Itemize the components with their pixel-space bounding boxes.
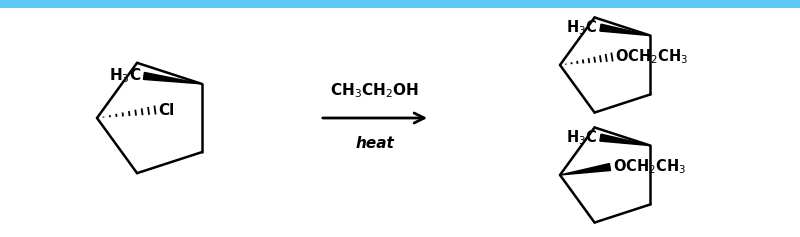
Text: Cl: Cl xyxy=(158,102,174,118)
Text: H$_3$C: H$_3$C xyxy=(566,128,598,147)
Text: H$_3$C: H$_3$C xyxy=(566,18,598,37)
Polygon shape xyxy=(560,164,610,175)
Bar xyxy=(0,0,800,8)
Polygon shape xyxy=(143,73,202,84)
Text: heat: heat xyxy=(356,136,394,151)
Text: OCH$_2$CH$_3$: OCH$_2$CH$_3$ xyxy=(613,158,686,176)
Text: CH$_3$CH$_2$OH: CH$_3$CH$_2$OH xyxy=(330,81,419,100)
Text: H$_3$C: H$_3$C xyxy=(109,67,141,85)
Text: OCH$_2$CH$_3$: OCH$_2$CH$_3$ xyxy=(615,48,688,66)
Polygon shape xyxy=(600,24,650,36)
Polygon shape xyxy=(600,134,650,146)
